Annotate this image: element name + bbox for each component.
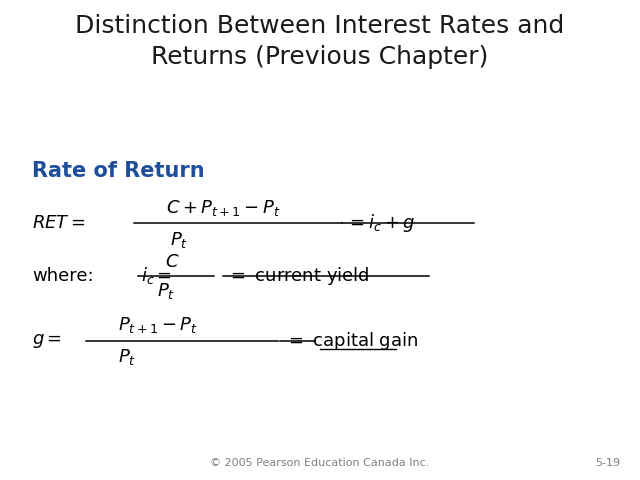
Text: $P_t$: $P_t$ (157, 281, 175, 301)
Text: Distinction Between Interest Rates and
Returns (Previous Chapter): Distinction Between Interest Rates and R… (76, 14, 564, 69)
Text: $g =$: $g =$ (32, 332, 62, 350)
Text: $P_{t+1} - P_t$: $P_{t+1} - P_t$ (118, 315, 198, 336)
Text: 5-19: 5-19 (596, 458, 621, 468)
Text: $=$ current yield: $=$ current yield (227, 265, 370, 287)
Text: where:: where: (32, 267, 93, 285)
Text: $\mathit{RET} =$: $\mathit{RET} =$ (32, 214, 86, 232)
Text: © 2005 Pearson Education Canada Inc.: © 2005 Pearson Education Canada Inc. (211, 458, 429, 468)
Text: $i_c =$: $i_c =$ (141, 265, 172, 287)
Text: $C$: $C$ (165, 252, 180, 271)
Text: $P_t$: $P_t$ (170, 230, 188, 250)
Text: $= i_c + g$: $= i_c + g$ (346, 212, 415, 234)
Text: $C + P_{t+1} - P_t$: $C + P_{t+1} - P_t$ (166, 198, 281, 218)
Text: Rate of Return: Rate of Return (32, 161, 205, 181)
Text: $P_t$: $P_t$ (118, 347, 136, 367)
Text: $=$ capital gain: $=$ capital gain (285, 330, 418, 352)
